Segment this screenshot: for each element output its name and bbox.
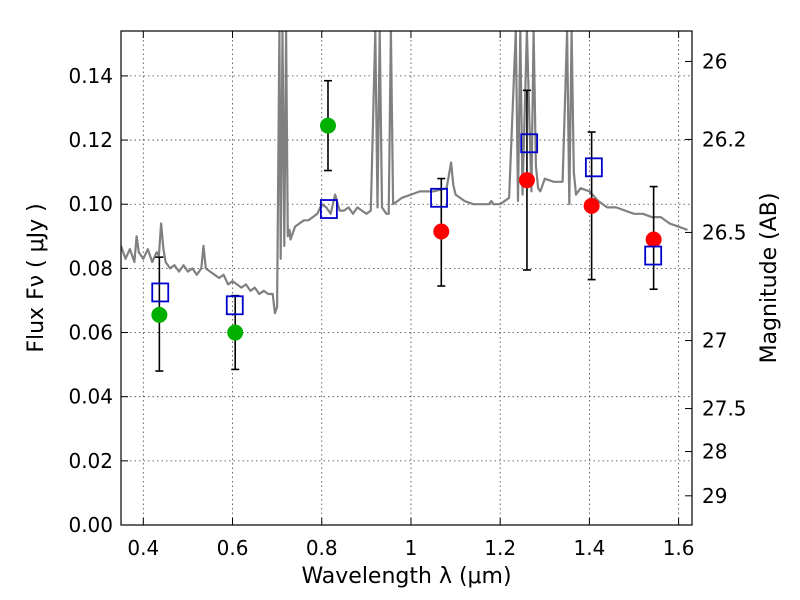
y-tick-label: 0.08 (68, 256, 113, 280)
right-tick-label: 28 (702, 440, 727, 464)
square-marker (584, 157, 603, 178)
ticks: 0.4 0.6 0.8 1 1.2 1.4 1.6 0.00 0.02 0.04 0.06 0.08 0… (68, 31, 747, 560)
data-markers (151, 117, 663, 341)
circle-marker (583, 197, 600, 214)
x-tick-label: 1 (405, 536, 418, 560)
circle-marker (151, 306, 168, 323)
y-axis-label: Flux Fν ( μJy ) (24, 203, 49, 352)
circle-marker (319, 117, 336, 134)
y-tick-label: 0.10 (68, 192, 113, 216)
spectrum-polyline (121, 31, 688, 315)
right-tick-label: 26.5 (702, 220, 747, 244)
y-tick-label: 0.02 (68, 449, 113, 473)
square-marker (225, 295, 244, 316)
right-tick-label: 29 (702, 484, 727, 508)
y-tick-label: 0.04 (68, 385, 113, 409)
square-marker (644, 245, 663, 266)
right-tick-label: 27.5 (702, 397, 747, 421)
right-tick-label: 27 (702, 329, 727, 353)
square-marker (520, 133, 539, 154)
circle-marker (227, 324, 244, 341)
right-tick-label: 26.2 (702, 127, 747, 151)
square-marker (430, 187, 448, 208)
y-tick-label: 0.12 (68, 128, 113, 152)
grid (121, 31, 692, 525)
circle-marker (518, 172, 535, 189)
plot-frame (120, 30, 693, 526)
x-tick-label: 1.6 (663, 536, 695, 560)
square-marker (319, 199, 338, 219)
square-marker (151, 282, 170, 303)
model-spectrum-line (121, 31, 688, 315)
x-tick-label: 1.4 (573, 536, 605, 560)
right-y-axis-label: Magnitude (AB) (757, 193, 782, 364)
x-tick-label: 1.2 (484, 536, 516, 560)
x-tick-label: 0.6 (217, 536, 249, 560)
y-tick-label: 0.00 (68, 513, 113, 537)
y-tick-label: 0.14 (68, 64, 113, 88)
x-tick-label: 0.4 (127, 536, 159, 560)
y-tick-label: 0.06 (68, 321, 113, 345)
x-tick-label: 0.8 (306, 536, 338, 560)
right-tick-label: 26 (702, 49, 727, 73)
circle-marker (433, 223, 450, 240)
circle-marker (645, 231, 662, 248)
x-axis-label: Wavelength λ (μm) (301, 564, 511, 589)
